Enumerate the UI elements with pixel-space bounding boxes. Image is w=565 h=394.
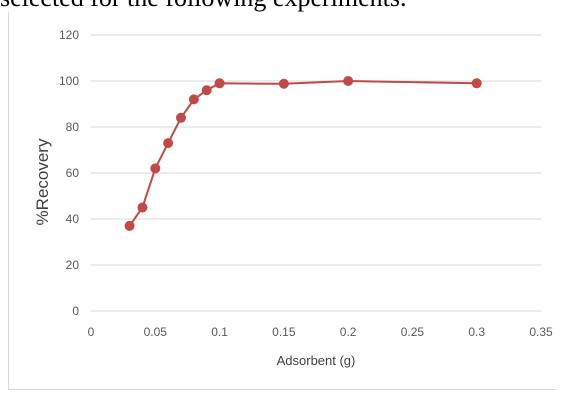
y-tick-label: 80: [66, 120, 80, 134]
data-point: [137, 202, 148, 213]
x-tick-label: 0: [88, 325, 95, 339]
x-tick-label: 0.2: [340, 325, 357, 339]
data-point: [471, 78, 482, 89]
data-point: [343, 76, 354, 86]
y-tick-label: 100: [59, 74, 79, 88]
x-axis-ticks: 0 0.05 0.1 0.15 0.2 0.25 0.3 0.35: [88, 325, 553, 339]
y-axis-ticks: 0 20 40 60 80 100 120: [59, 28, 79, 318]
data-point: [163, 138, 174, 149]
data-point: [214, 78, 225, 89]
x-tick-label: 0.15: [272, 325, 296, 339]
data-point: [201, 85, 212, 96]
chart-frame: [8, 12, 556, 390]
y-tick-label: 0: [72, 304, 79, 318]
y-tick-label: 120: [59, 28, 79, 42]
data-point: [176, 112, 186, 123]
x-tick-label: 0.35: [529, 325, 553, 339]
x-tick-label: 0.05: [144, 325, 168, 339]
y-tick-label: 40: [66, 212, 80, 226]
x-tick-label: 0.3: [468, 325, 485, 339]
gridlines: [91, 34, 541, 312]
series-recovery: [124, 76, 482, 231]
x-tick-label: 0.25: [401, 325, 425, 339]
data-point: [150, 163, 161, 174]
data-point: [278, 78, 289, 89]
y-axis-title: %Recovery: [33, 138, 52, 225]
data-point: [124, 220, 135, 231]
y-tick-label: 20: [66, 258, 80, 272]
series-line: [128, 80, 477, 227]
header-text: selected for the following experiments.: [0, 0, 565, 13]
x-tick-label: 0.1: [211, 325, 228, 339]
x-axis-title: Adsorbent (g): [277, 353, 356, 368]
data-point: [188, 94, 199, 105]
y-tick-label: 60: [66, 166, 80, 180]
